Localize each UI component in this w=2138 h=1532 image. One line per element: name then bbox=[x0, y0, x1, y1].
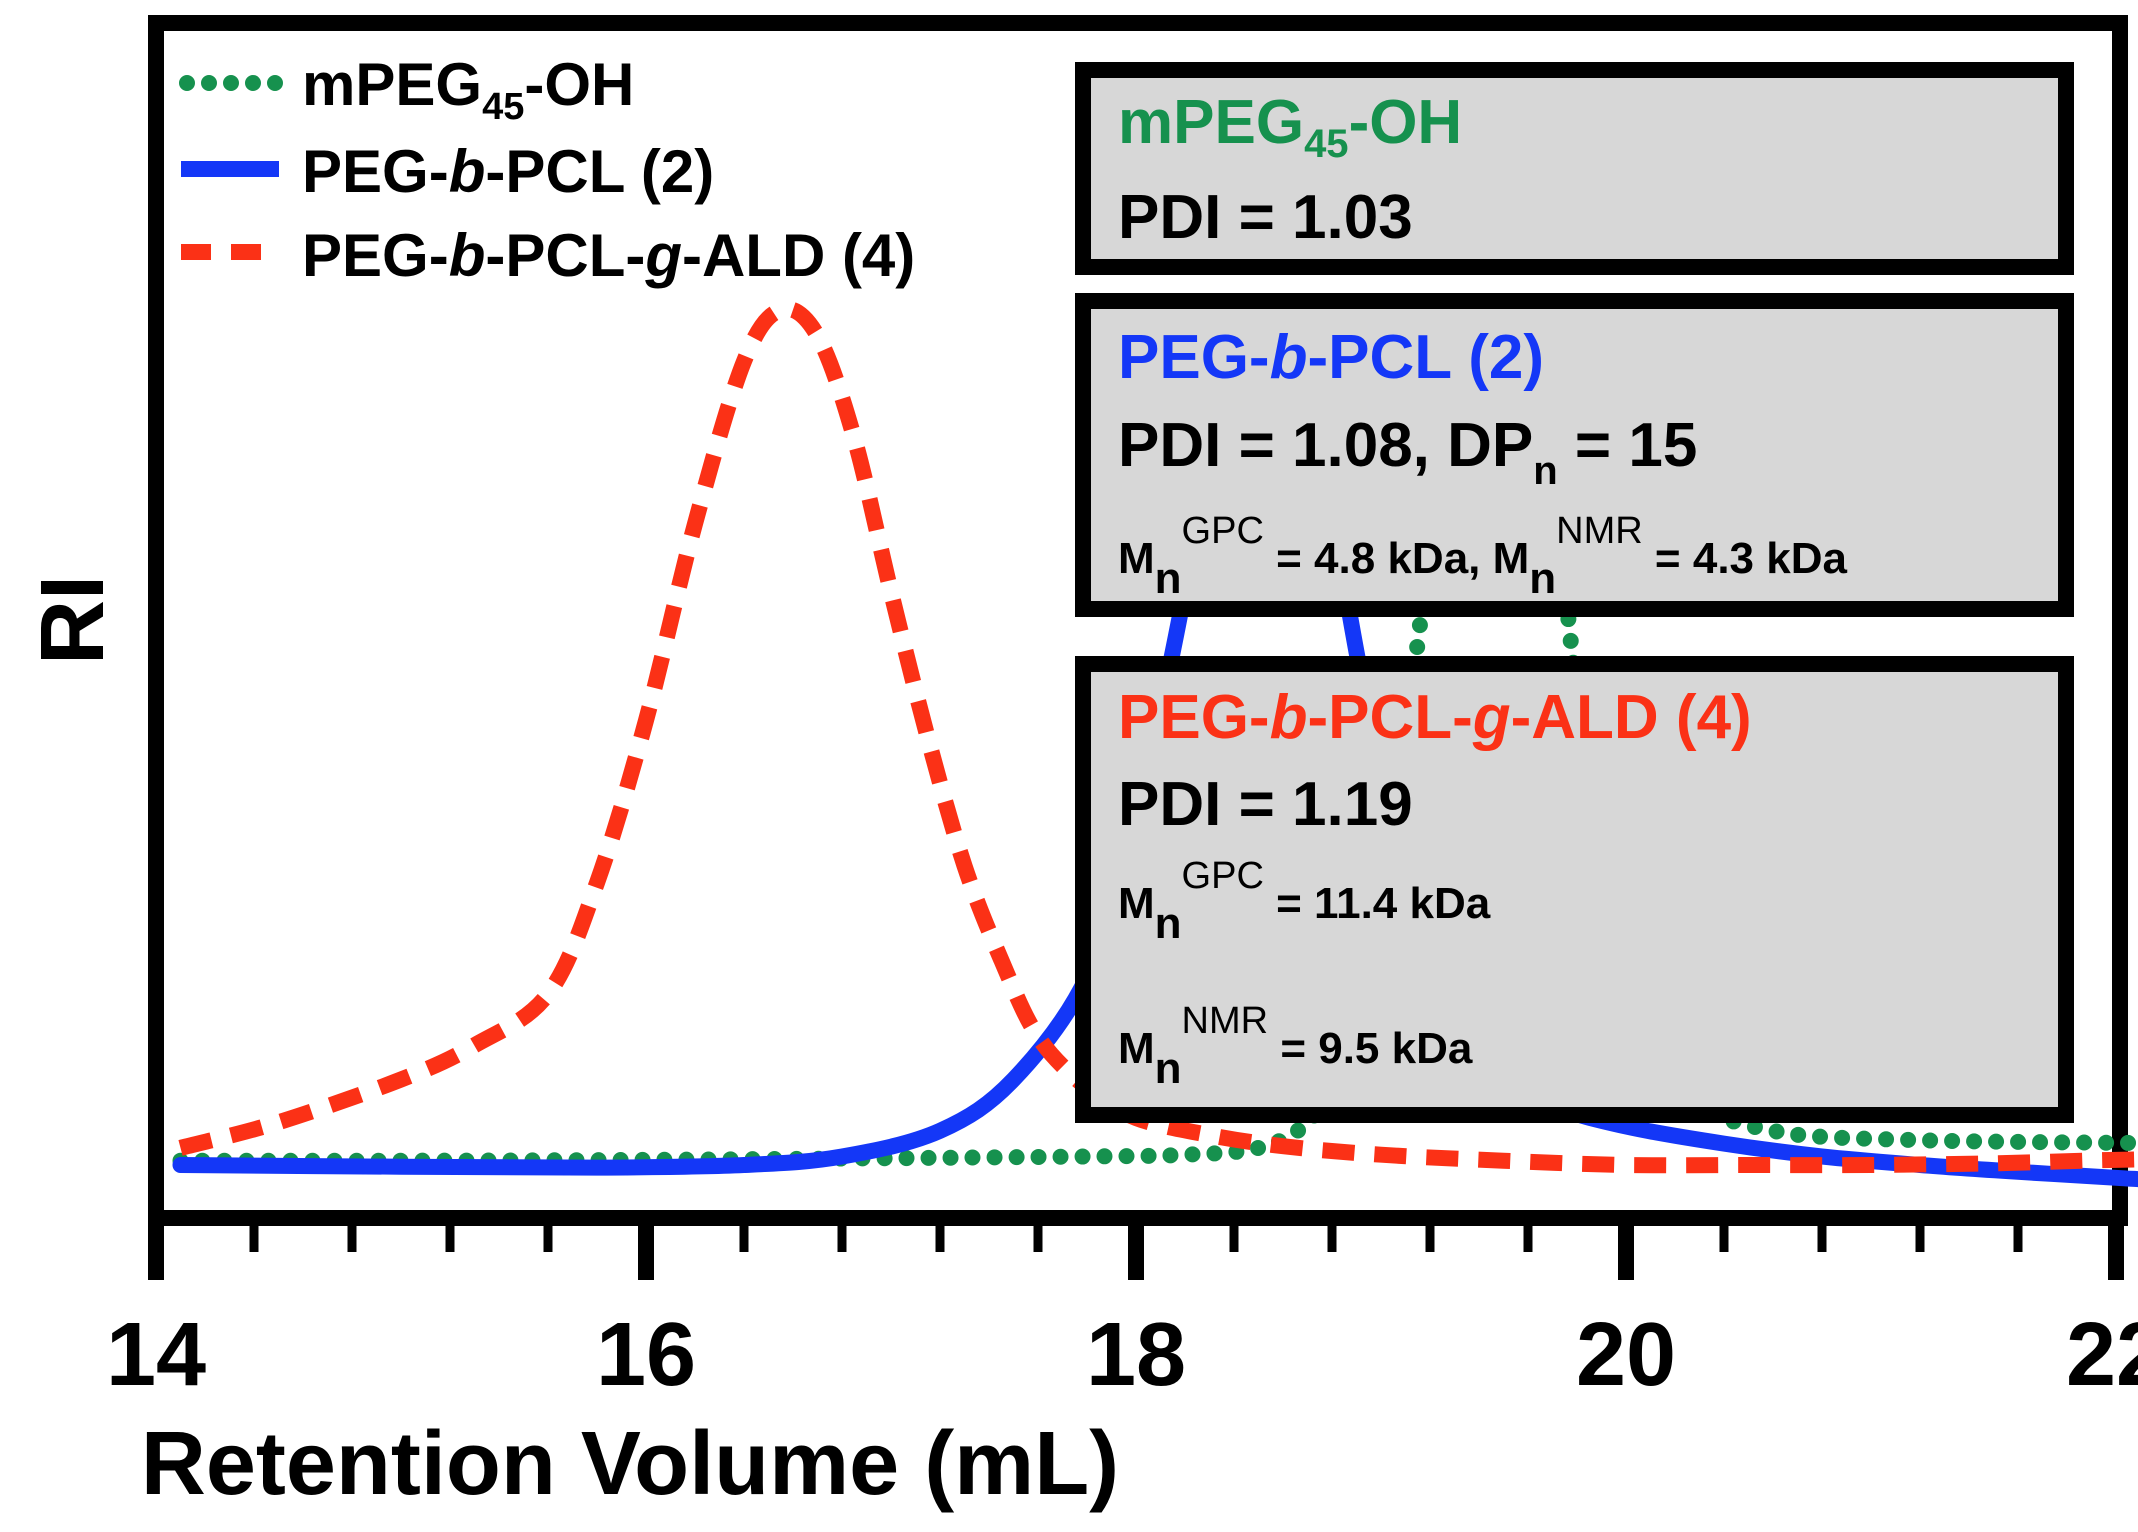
info-box-pcl-mn: MnGPC = 4.8 kDa, MnNMR = 4.3 kDa bbox=[1118, 510, 1847, 603]
info-box-mpeg: mPEG45-OH PDI = 1.03 bbox=[1075, 62, 2074, 275]
legend-label-ald: PEG-b-PCL-g-ALD (4) bbox=[302, 222, 915, 289]
tick-label-16: 16 bbox=[596, 1305, 696, 1405]
tick-label-14: 14 bbox=[106, 1305, 206, 1405]
info-box-ald: PEG-b-PCL-g-ALD (4) PDI = 1.19 MnGPC = 1… bbox=[1075, 656, 2074, 1123]
x-axis-ticks bbox=[148, 1218, 2124, 1280]
tick-label-18: 18 bbox=[1086, 1305, 1186, 1405]
tick-label-22: 22 bbox=[2066, 1305, 2138, 1405]
info-box-pcl-title: PEG-b-PCL (2) bbox=[1118, 323, 1544, 392]
info-box-ald-mn-gpc: MnGPC = 11.4 kDa bbox=[1118, 855, 1491, 948]
y-axis-title: RI bbox=[23, 575, 123, 665]
tick-label-20: 20 bbox=[1576, 1305, 1676, 1405]
info-box-pcl-pdi: PDI = 1.08, DPn = 15 bbox=[1118, 411, 1697, 493]
legend-label-pcl: PEG-b-PCL (2) bbox=[302, 138, 714, 205]
info-box-ald-title: PEG-b-PCL-g-ALD (4) bbox=[1118, 683, 1752, 752]
legend-label-mpeg: mPEG45-OH bbox=[302, 51, 634, 128]
info-box-ald-pdi: PDI = 1.19 bbox=[1118, 770, 1413, 839]
info-box-mpeg-pdi: PDI = 1.03 bbox=[1118, 183, 1413, 252]
info-box-ald-mn-nmr: MnNMR = 9.5 kDa bbox=[1118, 1000, 1473, 1093]
info-box-mpeg-title: mPEG45-OH bbox=[1118, 88, 1462, 166]
legend: mPEG45-OH PEG-b-PCL (2) PEG-b-PCL-g-ALD … bbox=[179, 51, 915, 289]
x-axis-title: Retention Volume (mL) bbox=[141, 1414, 1119, 1514]
info-box-pcl: PEG-b-PCL (2) PDI = 1.08, DPn = 15 MnGPC… bbox=[1075, 293, 2074, 617]
series-line-2 bbox=[178, 300, 2138, 1174]
x-axis-tick-labels: 14 16 18 20 22 bbox=[106, 1305, 2138, 1405]
